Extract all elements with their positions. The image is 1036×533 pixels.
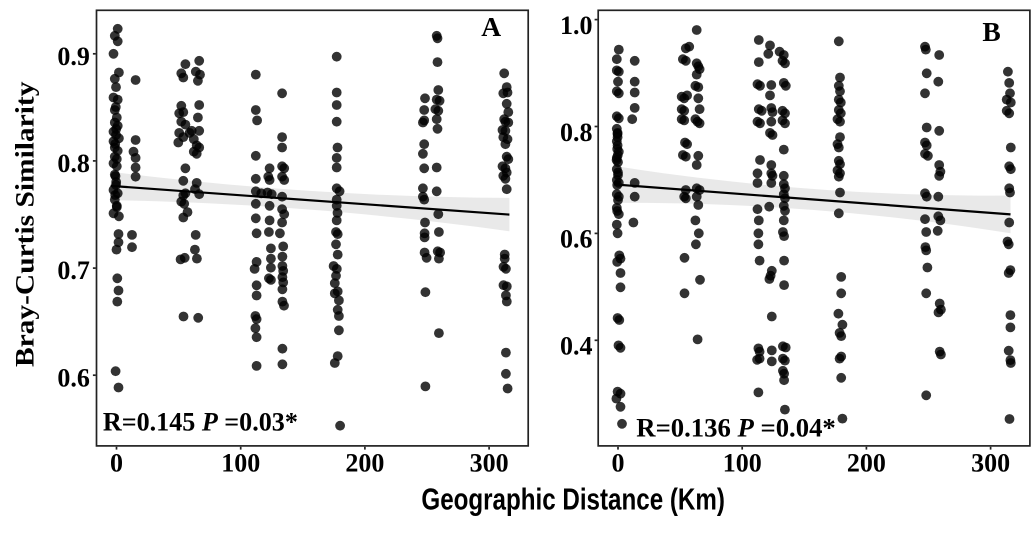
- svg-text:A: A: [481, 11, 501, 42]
- svg-text:100: 100: [723, 449, 762, 478]
- svg-text:Bray-Curtis Similarity: Bray-Curtis Similarity: [10, 82, 40, 368]
- svg-text:0.7: 0.7: [57, 256, 90, 285]
- svg-text:200: 200: [847, 449, 886, 478]
- svg-text:0: 0: [110, 449, 123, 478]
- svg-text:0: 0: [612, 449, 625, 478]
- svg-text:R=0.136 P =0.04*: R=0.136 P =0.04*: [636, 413, 836, 442]
- svg-text:300: 300: [470, 449, 509, 478]
- svg-text:0.6: 0.6: [560, 225, 593, 254]
- svg-text:100: 100: [221, 449, 260, 478]
- svg-text:0.9: 0.9: [57, 42, 90, 71]
- svg-text:0.8: 0.8: [560, 118, 593, 147]
- svg-text:0.8: 0.8: [57, 149, 90, 178]
- svg-text:300: 300: [971, 449, 1010, 478]
- svg-text:0.4: 0.4: [560, 332, 593, 361]
- svg-text:200: 200: [345, 449, 384, 478]
- svg-text:Geographic Distance (Km): Geographic Distance (Km): [421, 482, 725, 516]
- svg-text:B: B: [982, 16, 1000, 47]
- svg-text:0.6: 0.6: [57, 363, 90, 392]
- svg-text:R=0.145 P =0.03*: R=0.145 P =0.03*: [103, 408, 298, 437]
- svg-text:1.0: 1.0: [560, 11, 593, 40]
